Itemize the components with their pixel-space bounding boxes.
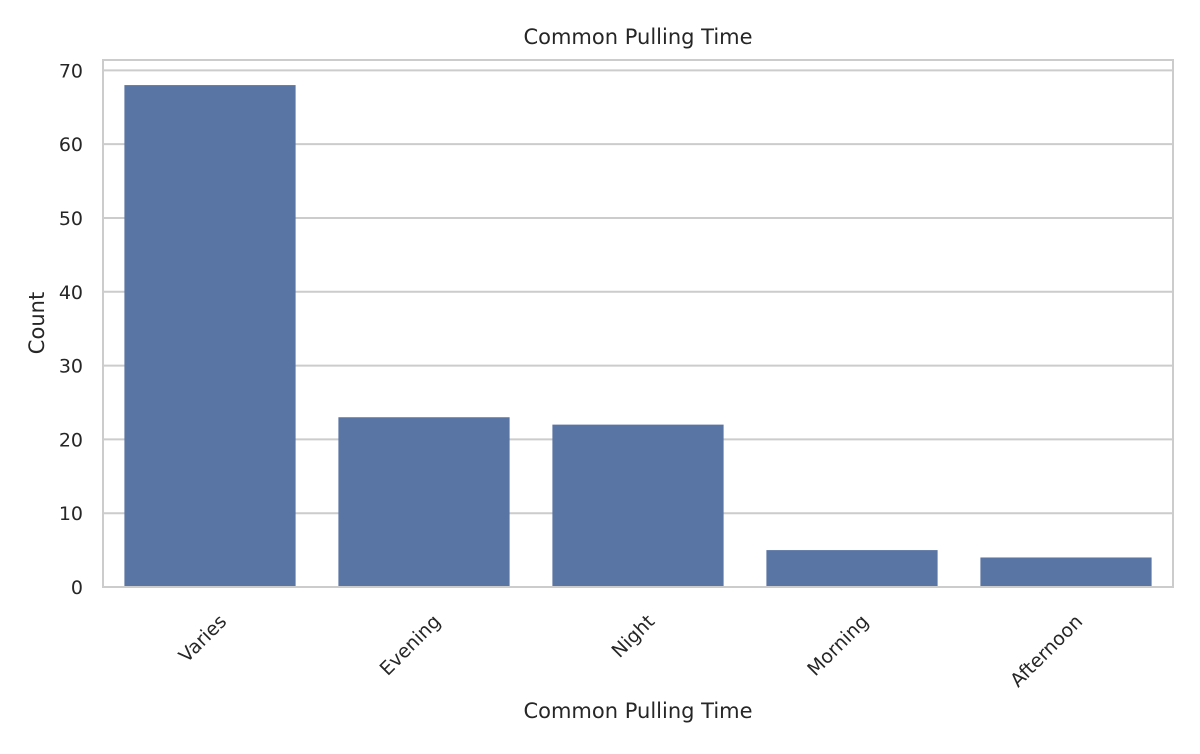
x-axis-label: Common Pulling Time: [523, 699, 752, 723]
bar-varies: [124, 85, 296, 587]
bars: [124, 85, 1152, 587]
y-tick-label: 70: [59, 60, 83, 82]
y-axis-label: Count: [25, 292, 49, 354]
plot-frame: [102, 59, 1174, 588]
x-tick-label-night: Night: [607, 611, 659, 663]
y-tick-label: 40: [59, 282, 83, 304]
x-tick-label-afternoon: Afternoon: [1006, 611, 1087, 692]
y-tick-labels: 0 10 20 30 40 50 60 70: [59, 60, 83, 599]
x-tick-labels: Varies Evening Night Morning Afternoon: [175, 611, 1087, 692]
y-tick-label: 0: [71, 577, 83, 599]
chart-title: Common Pulling Time: [523, 25, 752, 49]
x-tick-label-varies: Varies: [175, 611, 231, 667]
y-tick-label: 20: [59, 429, 83, 451]
y-tick-label: 60: [59, 134, 83, 156]
bar-morning: [766, 550, 938, 587]
x-tick-label-morning: Morning: [803, 611, 873, 681]
y-tick-label: 30: [59, 356, 83, 378]
bar-afternoon: [980, 557, 1152, 587]
bar-night: [552, 424, 724, 587]
x-tick-label-evening: Evening: [376, 611, 446, 681]
y-tick-label: 50: [59, 208, 83, 230]
bar-evening: [338, 417, 510, 587]
y-tick-label: 10: [59, 503, 83, 525]
